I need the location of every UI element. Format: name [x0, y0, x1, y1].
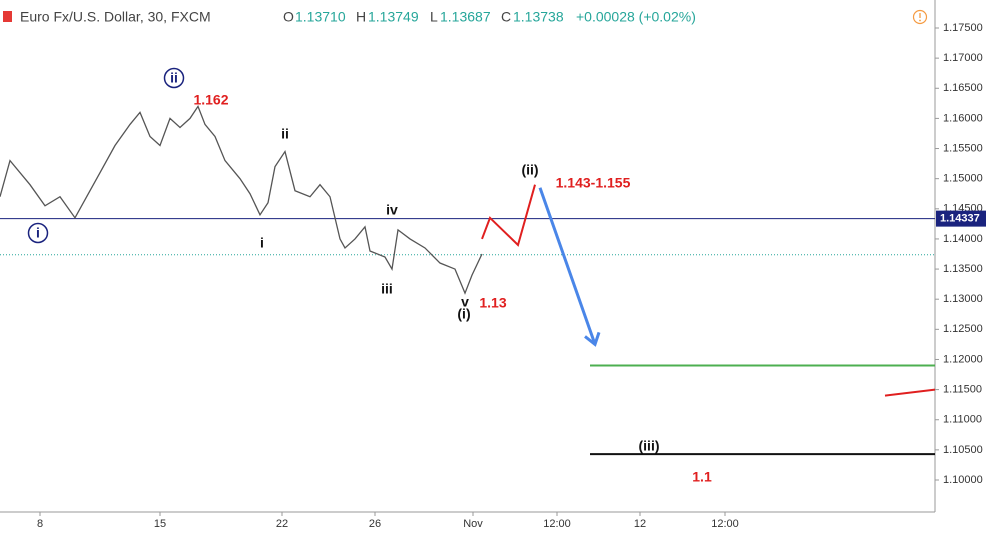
warning-circle[interactable] [912, 9, 928, 25]
warning-icon[interactable] [912, 9, 928, 25]
symbol-flag [3, 11, 12, 22]
warning-dot [919, 19, 921, 22]
wave-label: iv [386, 202, 398, 218]
x-tick-label: 12:00 [711, 518, 739, 530]
wave-label: ii [281, 126, 289, 142]
x-tick-label: 12 [634, 518, 646, 530]
level-tag [936, 210, 986, 227]
y-tick-label: 1.13000 [943, 293, 983, 305]
x-tick-label: 12:00 [543, 518, 571, 530]
wave-label: ii [170, 70, 178, 86]
wave-label: 1.13 [479, 295, 506, 311]
x-tick-label: 26 [369, 518, 381, 530]
wave-label: v [461, 294, 469, 310]
y-tick-label: 1.17500 [943, 22, 983, 34]
y-tick-label: 1.12000 [943, 353, 983, 365]
y-tick-label: 1.13500 [943, 263, 983, 275]
wave-label: i [36, 225, 40, 241]
wave-label: (i) [457, 306, 470, 322]
x-tick-label: Nov [463, 518, 483, 530]
ohlc-label: C [501, 9, 511, 25]
ohlc-value: 1.13749 [368, 9, 419, 25]
y-tick-label: 1.16500 [943, 82, 983, 94]
wave-label: 1.143-1.155 [556, 175, 631, 191]
price-line [0, 104, 483, 295]
ohlc-label: O [283, 9, 294, 25]
arrow-head [584, 331, 601, 347]
ohlc-label: L [430, 9, 438, 25]
ohlc-value: 1.13687 [440, 9, 491, 25]
projection-line [538, 187, 597, 345]
symbol-title: Euro Fx/U.S. Dollar, 30, FXCM [20, 9, 211, 25]
y-tick-label: 1.10000 [943, 474, 983, 486]
ohlc-label: H [356, 9, 366, 25]
wave-label: (iii) [639, 438, 660, 454]
x-tick-label: 15 [154, 518, 166, 530]
y-tick-label: 1.15500 [943, 142, 983, 154]
projection-line [884, 388, 936, 397]
y-tick-label: 1.16000 [943, 112, 983, 124]
wave-label: 1.162 [193, 92, 228, 108]
x-tick-label: 22 [276, 518, 288, 530]
wave-label: iii [381, 281, 393, 297]
x-tick-label: 8 [37, 518, 43, 530]
y-tick-label: 1.15000 [943, 173, 983, 185]
level-label: 1.14337 [940, 213, 980, 225]
y-tick-label: 1.14000 [943, 233, 983, 245]
projection-line [481, 184, 536, 247]
wave-label: (ii) [521, 162, 538, 178]
wave-circle [27, 222, 49, 244]
y-tick-label: 1.11500 [943, 384, 982, 396]
ohlc-change: +0.00028 (+0.02%) [576, 9, 696, 25]
wave-label: 1.1 [692, 469, 712, 485]
y-tick-label: 1.10500 [943, 444, 983, 456]
header: Euro Fx/U.S. Dollar, 30, FXCM O 1.13710 … [20, 9, 696, 25]
ohlc-value: 1.13738 [513, 9, 564, 25]
wave-circle [163, 67, 185, 89]
wave-label: i [260, 235, 264, 251]
y-tick-label: 1.11000 [943, 414, 982, 426]
ohlc-value: 1.13710 [295, 9, 346, 25]
y-tick-label: 1.12500 [943, 323, 983, 335]
y-tick-label: 1.17000 [943, 52, 983, 64]
